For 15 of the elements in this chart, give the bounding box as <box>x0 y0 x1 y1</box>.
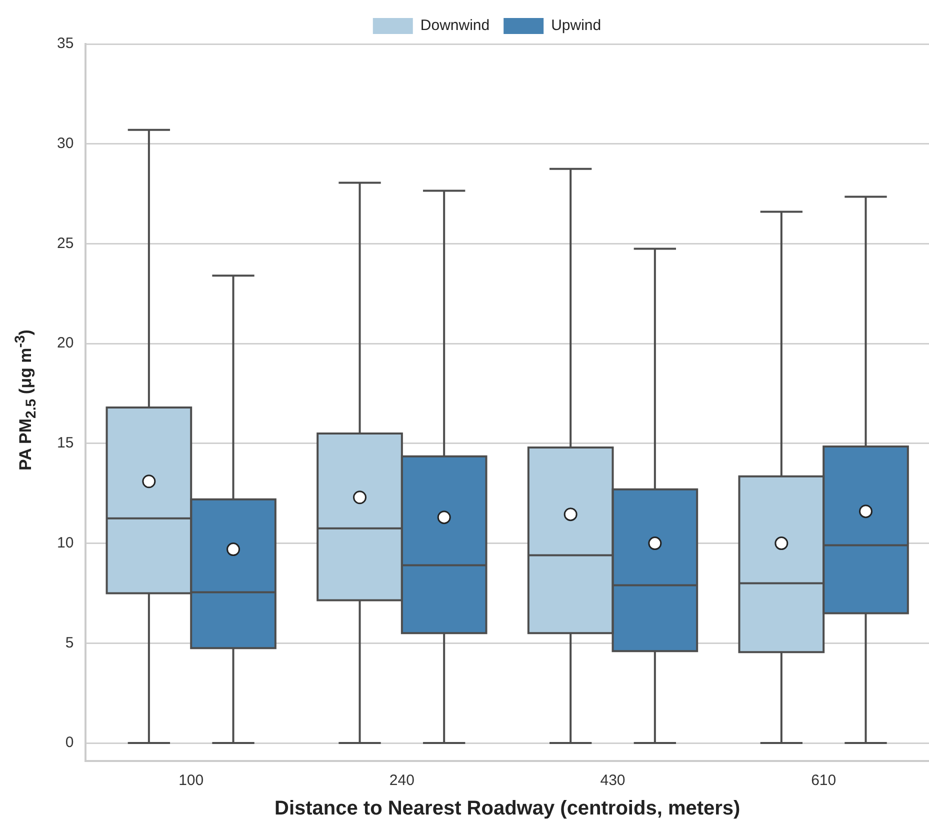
x-tick-label: 100 <box>178 772 204 790</box>
x-tick-label: 430 <box>600 772 626 790</box>
y-tick-label: 10 <box>56 534 74 552</box>
x-tick-label: 240 <box>389 772 414 790</box>
x-tick-label: 610 <box>811 772 836 790</box>
legend-label: Upwind <box>551 17 602 34</box>
y-tick-label: 0 <box>65 734 74 752</box>
y-tick-label: 25 <box>56 234 74 252</box>
y-tick-label: 15 <box>56 434 74 452</box>
x-axis-title: Distance to Nearest Roadway (centroids, meters) <box>274 798 740 820</box>
y-tick-label: 5 <box>65 634 74 652</box>
y-tick-label: 20 <box>56 334 74 352</box>
y-tick-label: 30 <box>56 135 74 152</box>
legend-label: Downwind <box>420 17 490 34</box>
y-tick-label: 35 <box>56 35 74 52</box>
